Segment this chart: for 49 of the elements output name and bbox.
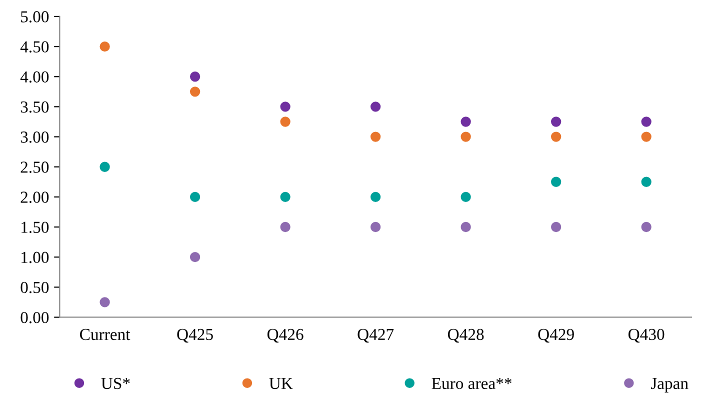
y-tick-label: 3.50 (20, 101, 49, 113)
point (370, 222, 381, 232)
point (100, 297, 110, 308)
point (641, 116, 652, 127)
point (280, 222, 290, 232)
y-tick-label: 4.50 (20, 41, 49, 53)
legend-label: US* (101, 378, 130, 390)
point (190, 72, 200, 82)
point (100, 41, 110, 52)
point (280, 116, 290, 127)
legend-label: Euro area** (432, 378, 512, 390)
point (460, 192, 471, 202)
point (190, 86, 200, 97)
point (370, 132, 381, 142)
y-tick-label: 2.50 (20, 162, 49, 173)
y-tick-label: 1.50 (22, 222, 49, 234)
point (100, 162, 110, 172)
y-tick-label: 2.00 (20, 192, 49, 203)
point (551, 132, 562, 142)
y-tick-label: 4.00 (20, 71, 49, 83)
y-tick-label: 3.00 (20, 131, 49, 143)
point (551, 176, 562, 187)
point (641, 222, 652, 232)
x-tick-label: Q428 (448, 328, 484, 343)
y-tick-label: 1.00 (22, 252, 49, 264)
point (280, 192, 290, 202)
point (460, 116, 471, 127)
x-tick-label: Q429 (538, 328, 574, 343)
point (190, 252, 200, 262)
point (641, 176, 652, 187)
point (460, 222, 471, 232)
x-tick-label: Q426 (267, 328, 304, 343)
point (370, 102, 381, 112)
y-tick-label: 0.00 (20, 312, 49, 324)
point (551, 222, 562, 232)
y-tick-label: 5.00 (21, 11, 49, 22)
legend-label: UK (269, 378, 293, 390)
x-tick-label: Q425 (177, 328, 213, 343)
legend-label: Japan (650, 378, 688, 392)
point (551, 116, 562, 127)
x-tick-label: Q427 (358, 328, 394, 343)
point (641, 132, 652, 142)
point (370, 192, 381, 202)
y-tick-label: 0.50 (20, 282, 49, 294)
x-tick-label: Q430 (628, 328, 664, 343)
point (460, 132, 471, 142)
x-tick-label: Current (80, 328, 130, 340)
point (280, 102, 290, 112)
point (190, 192, 200, 202)
